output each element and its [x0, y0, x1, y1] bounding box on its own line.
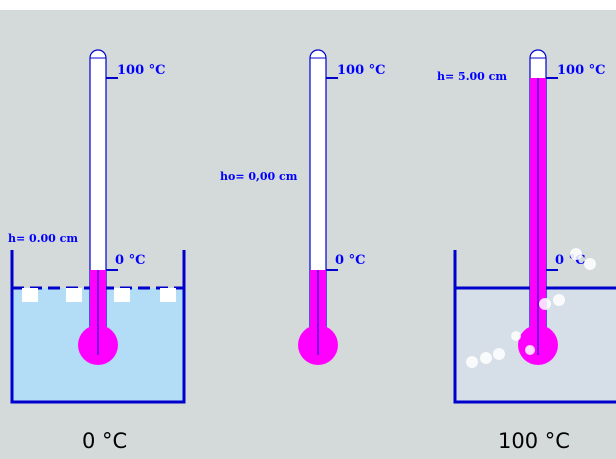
bubble [511, 331, 521, 341]
bottom-label: 100 °C [498, 429, 570, 453]
height-label: ho= 0,00 cm [220, 170, 298, 183]
bottom-label: 0 °C [82, 429, 127, 453]
bubble [493, 348, 505, 360]
bubbles [466, 248, 596, 368]
tube [89, 49, 107, 331]
top-label: 100 °C [117, 63, 166, 78]
bubble [539, 298, 551, 310]
bubble [466, 356, 478, 368]
top-label: 100 °C [557, 63, 606, 78]
zero-label: 0 °C [335, 253, 365, 268]
thermometer [518, 49, 558, 365]
bubble [553, 294, 565, 306]
height-label: h= 5.00 cm [437, 70, 507, 83]
ice [160, 288, 176, 302]
bubble [584, 258, 596, 270]
thermometer [298, 49, 338, 365]
ice [114, 288, 130, 302]
bubble [570, 248, 582, 260]
ice [22, 288, 38, 302]
beaker [453, 250, 616, 404]
thermometer [78, 49, 118, 365]
tube [309, 49, 327, 331]
beaker [10, 250, 186, 404]
ice [66, 288, 82, 302]
bubble [525, 345, 535, 355]
height-label: h= 0.00 cm [8, 232, 78, 245]
top-label: 100 °C [337, 63, 386, 78]
bubble [480, 352, 492, 364]
zero-label: 0 °C [115, 253, 145, 268]
